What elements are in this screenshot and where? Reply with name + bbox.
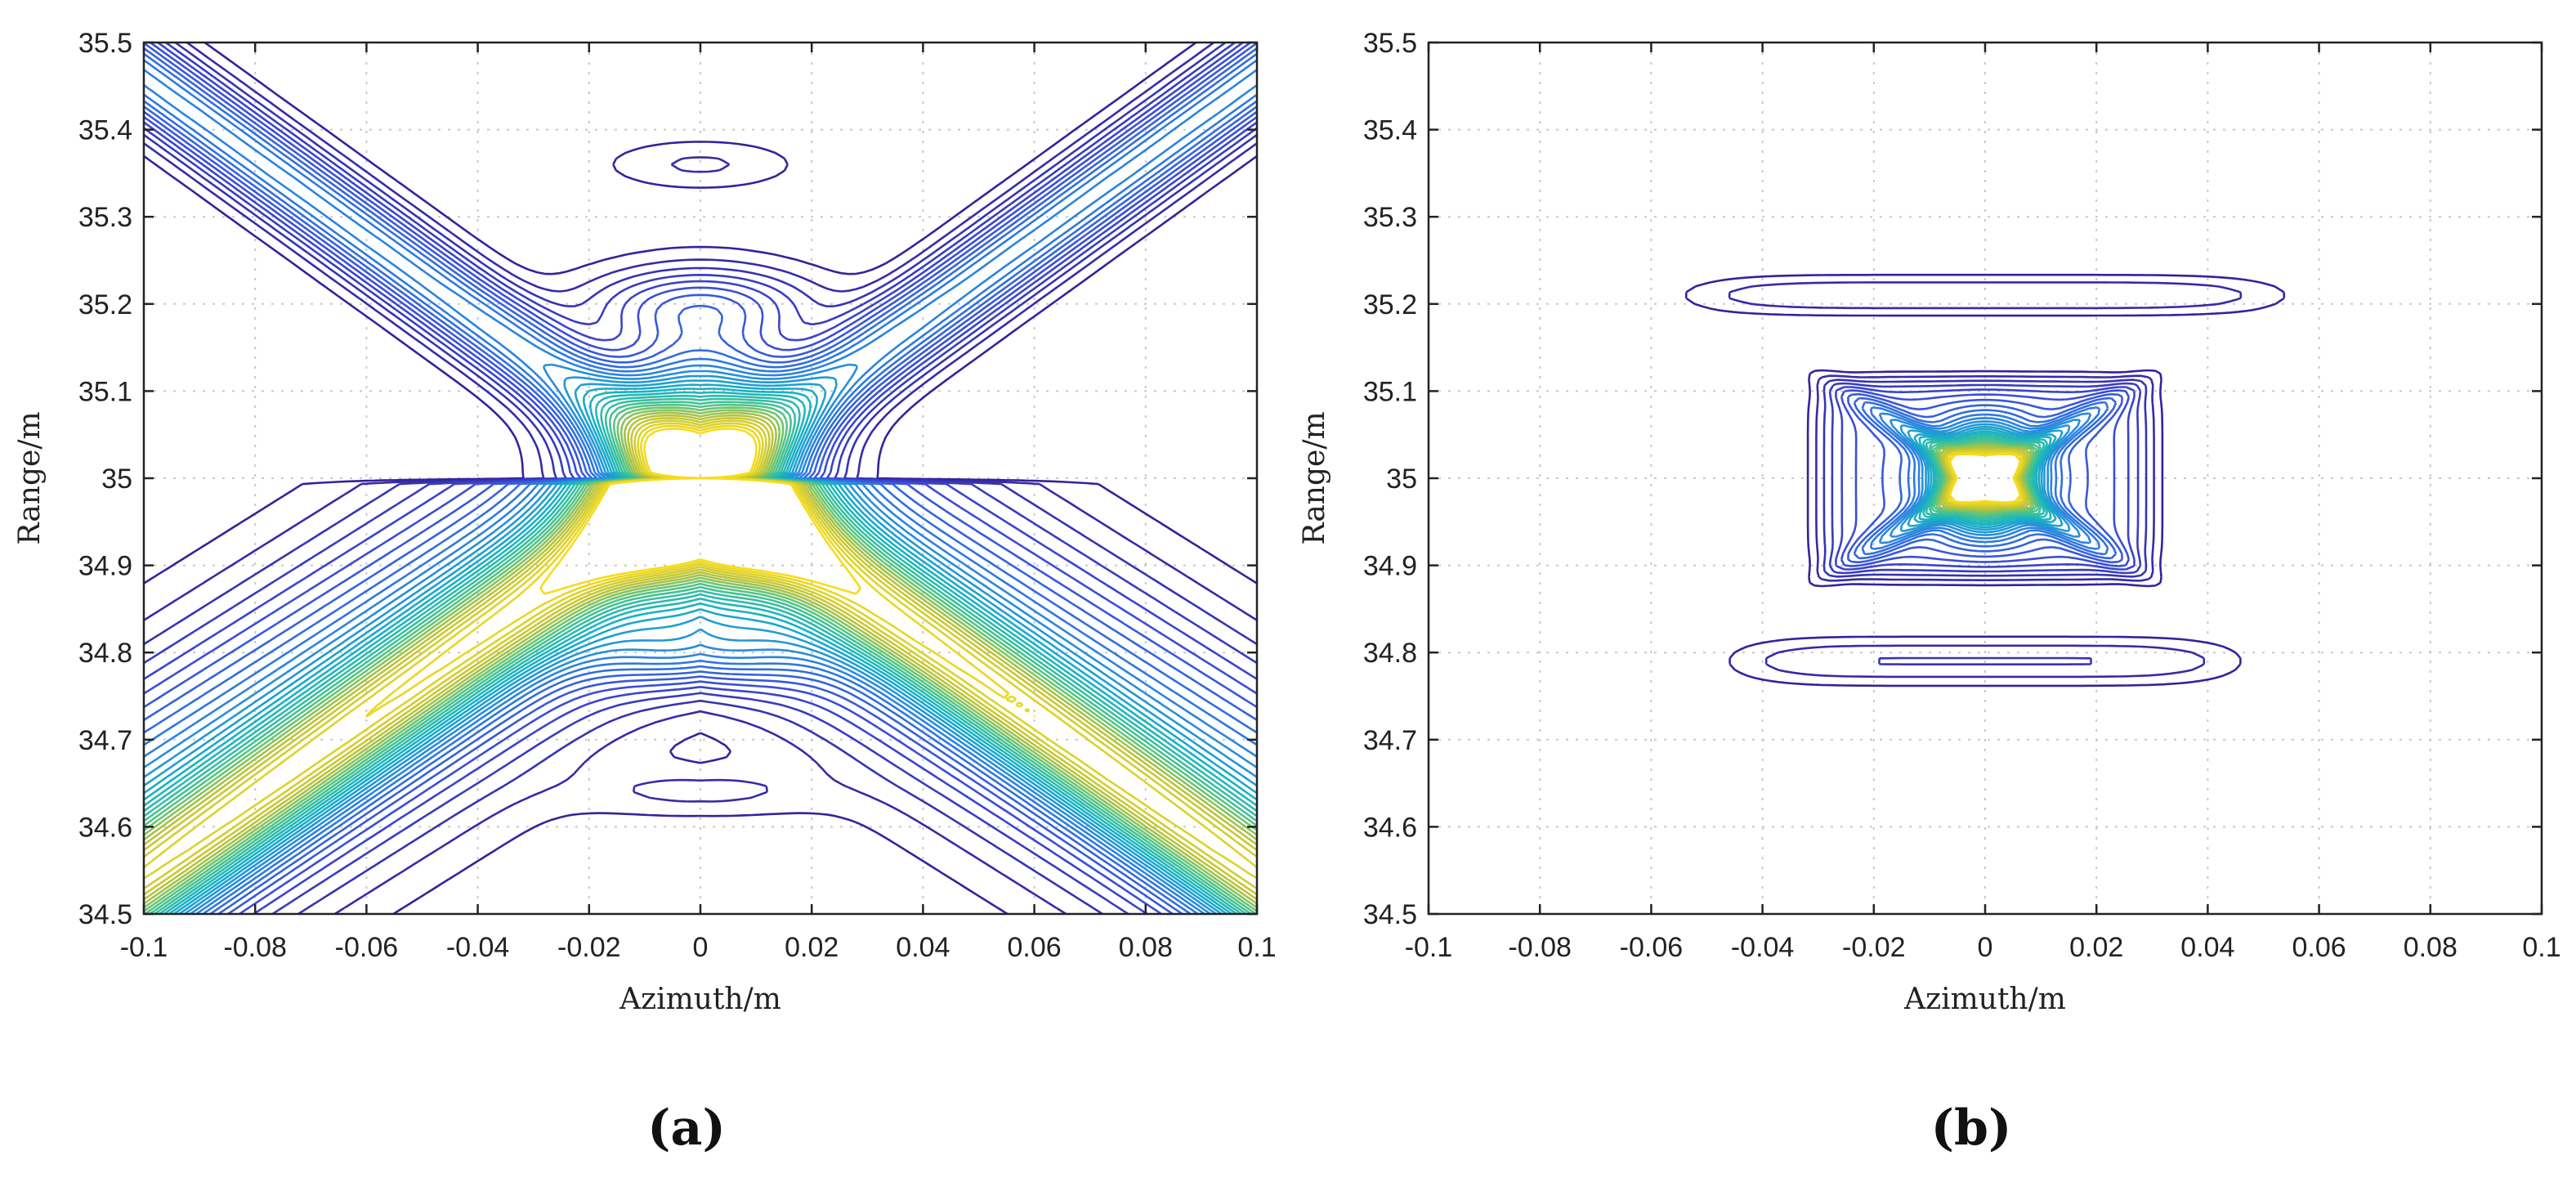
- x-tick-label: -0.08: [223, 932, 287, 963]
- contour-lines: [1684, 273, 2286, 688]
- tick-labels: -0.1 -0.08 -0.06 -0.04 -0.02 0 0.02 0.04 0.06 0.0…: [78, 28, 1277, 963]
- contour-level-6: [1847, 392, 2123, 564]
- contour-level-21: [1935, 441, 2035, 515]
- contour-level-0: [1684, 273, 2286, 688]
- panel-b-contour-plot: -0.1 -0.08 -0.06 -0.04 -0.02 0 0.02 0.04 0.06 0.0…: [1298, 28, 2561, 1157]
- contour-level-3: [1828, 382, 2142, 575]
- contour-level-20: [1933, 440, 2037, 517]
- x-tick-label: 0: [693, 932, 709, 963]
- contour-level-10: [1878, 412, 2092, 544]
- y-tick-label: 35.3: [1363, 202, 1417, 233]
- contour-level-12: [1899, 423, 2071, 534]
- y-tick-label: 34.7: [78, 725, 132, 756]
- contour-level-3: [144, 43, 1257, 914]
- contour-level-29: [1948, 453, 2022, 504]
- y-tick-label: 35.3: [78, 202, 132, 233]
- x-tick-label: -0.1: [120, 932, 168, 963]
- x-tick-label: -0.04: [1731, 932, 1795, 963]
- contour-level-11: [1889, 419, 2082, 538]
- x-tick-label: 0.1: [1237, 932, 1276, 963]
- x-tick-label: 0.06: [1008, 932, 1062, 963]
- x-tick-label: -0.1: [1405, 932, 1453, 963]
- contour-level-12: [144, 374, 1257, 914]
- contour-level-1: [1728, 281, 2243, 679]
- contour-level-8: [1861, 401, 2109, 556]
- y-tick-label: 35.4: [1363, 115, 1417, 146]
- contour-level-13: [1907, 425, 2064, 531]
- contour-level-17: [1925, 434, 2046, 522]
- contour-level-19: [1930, 438, 2040, 518]
- y-tick-label: 34.6: [78, 812, 132, 843]
- x-axis-title: Azimuth/m: [619, 983, 781, 1016]
- contour-level-11: [144, 363, 1257, 914]
- y-tick-label: 34.5: [1363, 899, 1417, 930]
- y-tick-label: 35.2: [78, 289, 132, 320]
- contour-level-4: [1835, 386, 2135, 571]
- x-tick-label: 0.06: [2292, 932, 2346, 963]
- y-axis-title: Range/m: [1298, 411, 1331, 544]
- x-tick-label: -0.02: [557, 932, 621, 963]
- x-axis-title: Azimuth/m: [1903, 983, 2066, 1016]
- y-tick-label: 34.6: [1363, 812, 1417, 843]
- tick-labels: -0.1 -0.08 -0.06 -0.04 -0.02 0 0.02 0.04 0.06 0.0…: [1363, 28, 2561, 963]
- x-tick-label: 0.04: [2180, 932, 2234, 963]
- y-tick-label: 35.1: [1363, 376, 1417, 407]
- y-axis-title: Range/m: [13, 411, 47, 544]
- contour-level-18: [1928, 437, 2042, 520]
- x-tick-label: -0.06: [335, 932, 399, 963]
- contour-level-14: [1913, 428, 2057, 529]
- y-tick-label: 34.5: [78, 899, 132, 930]
- y-tick-label: 35.4: [78, 115, 132, 146]
- y-tick-label: 34.8: [1363, 638, 1417, 669]
- x-tick-label: 0.02: [2069, 932, 2123, 963]
- x-tick-label: 0.04: [896, 932, 950, 963]
- x-tick-label: 0.02: [785, 932, 839, 963]
- contour-level-16: [1921, 432, 2049, 524]
- contour-level-15: [144, 387, 1257, 914]
- panel-label: (a): [647, 1100, 726, 1157]
- contour-level-29: [539, 428, 861, 595]
- y-tick-label: 35.5: [1363, 28, 1417, 59]
- panel-label: (b): [1931, 1100, 2012, 1157]
- grid-lines: [1429, 43, 2542, 914]
- y-tick-label: 34.7: [1363, 725, 1417, 756]
- x-tick-label: 0: [1978, 932, 1993, 963]
- contour-level-6: [144, 43, 1257, 914]
- contour-level-14: [144, 383, 1257, 914]
- contour-level-5: [1840, 389, 2131, 567]
- y-tick-label: 34.8: [78, 638, 132, 669]
- contour-level-23: [1939, 445, 2032, 512]
- contour-level-22: [1937, 443, 2033, 513]
- x-tick-label: -0.02: [1842, 932, 1906, 963]
- contour-lines: [144, 43, 1257, 914]
- y-tick-label: 35: [101, 464, 132, 495]
- contour-level-7: [144, 47, 1257, 914]
- y-tick-label: 35.2: [1363, 289, 1417, 320]
- panel-a-contour-plot: -0.1 -0.08 -0.06 -0.04 -0.02 0 0.02 0.04 0.06 0.0…: [13, 28, 1277, 1157]
- y-tick-label: 34.9: [1363, 551, 1417, 582]
- x-tick-label: -0.04: [446, 932, 510, 963]
- x-tick-label: -0.08: [1508, 932, 1572, 963]
- x-tick-label: 0.08: [1119, 932, 1173, 963]
- x-tick-label: -0.06: [1620, 932, 1684, 963]
- x-tick-label: 0.1: [2522, 932, 2560, 963]
- contour-level-7: [1853, 396, 2118, 560]
- y-tick-label: 34.9: [78, 551, 132, 582]
- contour-level-15: [1918, 430, 2052, 526]
- contour-level-9: [1869, 406, 2101, 550]
- contour-level-2: [1822, 378, 2148, 665]
- y-tick-label: 35.5: [78, 28, 132, 59]
- x-tick-label: 0.08: [2404, 932, 2457, 963]
- y-tick-label: 35: [1386, 464, 1417, 495]
- y-tick-label: 35.1: [78, 376, 132, 407]
